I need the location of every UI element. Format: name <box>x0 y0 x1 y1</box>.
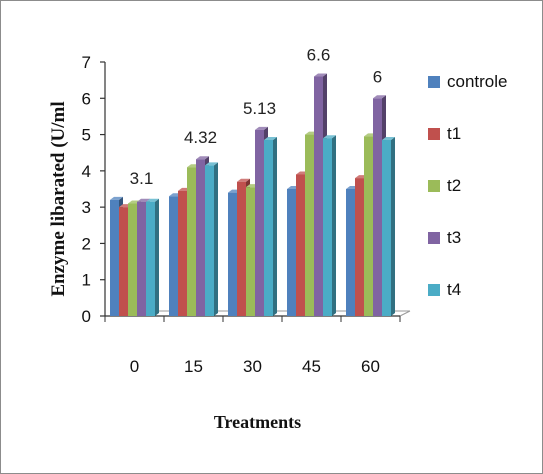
bar <box>178 190 187 316</box>
bar-top <box>205 162 218 166</box>
bar <box>364 136 373 316</box>
bar <box>255 129 264 316</box>
data-label: 5.13 <box>243 99 276 118</box>
legend-label: t1 <box>447 124 461 143</box>
data-label: 6.6 <box>307 46 331 65</box>
bar <box>146 201 155 316</box>
y-tick-label: 4 <box>82 162 91 181</box>
bar-top <box>137 198 150 202</box>
bar <box>196 159 205 316</box>
y-tick-label: 5 <box>82 126 91 145</box>
bar <box>287 189 296 316</box>
bar <box>264 140 273 316</box>
bar <box>323 138 332 316</box>
bar-top <box>264 137 277 141</box>
legend-label: controle <box>447 72 507 91</box>
bar-top <box>314 73 327 77</box>
legend-label: t2 <box>447 176 461 195</box>
bar-top <box>373 95 386 99</box>
x-tick-label: 0 <box>130 357 139 376</box>
bar <box>137 201 146 316</box>
legend-swatch <box>428 180 440 192</box>
bar-side <box>273 137 277 316</box>
legend-swatch <box>428 232 440 244</box>
bar-side <box>332 135 336 316</box>
bar <box>237 181 246 316</box>
data-label: 3.1 <box>130 169 154 188</box>
bar <box>169 196 178 316</box>
bar <box>355 178 364 316</box>
bar-top <box>382 137 395 141</box>
x-tick-label: 30 <box>243 357 262 376</box>
legend-label: t3 <box>447 228 461 247</box>
bar-top <box>110 196 123 200</box>
bar-top <box>255 126 268 130</box>
bar <box>246 187 255 316</box>
legend-swatch <box>428 76 440 88</box>
bar-top <box>196 156 209 160</box>
legend-label: t4 <box>447 280 461 299</box>
bar <box>305 134 314 316</box>
y-tick-label: 7 <box>82 53 91 72</box>
floor-side-edge <box>399 310 411 317</box>
legend-swatch <box>428 284 440 296</box>
bar-top <box>237 178 250 182</box>
x-tick-label: 60 <box>361 357 380 376</box>
x-tick-label: 45 <box>302 357 321 376</box>
bar <box>228 192 237 316</box>
bar <box>187 167 196 316</box>
x-axis-title: Treatments <box>214 412 301 432</box>
bar <box>119 207 128 316</box>
y-tick-label: 1 <box>82 271 91 290</box>
legend-swatch <box>428 128 440 140</box>
y-tick-label: 2 <box>82 234 91 253</box>
bar <box>296 174 305 316</box>
bar <box>346 189 355 316</box>
y-tick-label: 6 <box>82 89 91 108</box>
y-axis-title: Enzyme libarated (U/ml <box>48 101 69 296</box>
data-label: 6 <box>373 67 382 86</box>
data-label: 4.32 <box>184 128 217 147</box>
bar-side <box>391 137 395 316</box>
bar-top <box>323 135 336 139</box>
y-tick-label: 3 <box>82 198 91 217</box>
bar <box>205 165 214 316</box>
bar <box>373 98 382 317</box>
bar-side <box>214 162 218 316</box>
bar <box>110 199 119 316</box>
bar-top <box>146 198 159 202</box>
bar <box>314 76 323 316</box>
bar <box>382 140 391 316</box>
x-tick-label: 15 <box>184 357 203 376</box>
bar-side <box>155 198 159 316</box>
y-tick-label: 0 <box>82 307 91 326</box>
bar <box>128 203 137 316</box>
